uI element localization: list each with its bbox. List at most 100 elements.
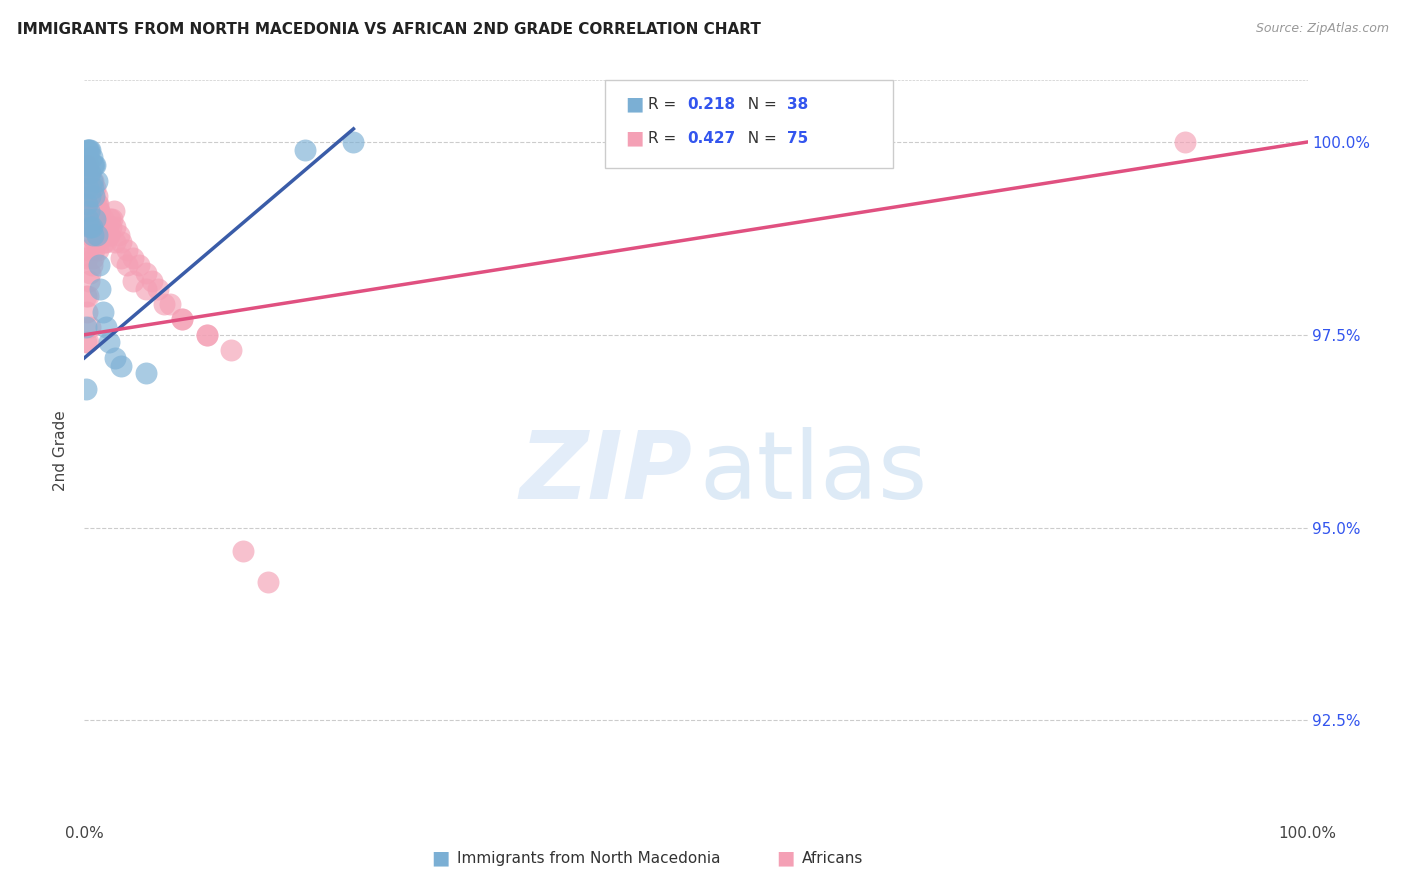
Point	[172, 312, 194, 326]
Point	[75, 382, 97, 396]
Point	[82, 204, 104, 219]
Point	[75, 335, 97, 350]
Point	[115, 259, 138, 273]
Point	[159, 297, 181, 311]
Point	[75, 289, 97, 303]
Point	[97, 227, 120, 242]
Point	[82, 158, 104, 172]
Point	[77, 274, 100, 288]
Point	[219, 343, 242, 358]
Point	[80, 212, 103, 227]
Point	[91, 304, 114, 318]
Point	[104, 235, 127, 250]
Point	[89, 281, 111, 295]
Point	[89, 212, 111, 227]
Point	[232, 543, 254, 558]
Point	[94, 227, 117, 242]
Point	[76, 158, 98, 172]
Point	[87, 259, 110, 273]
Point	[79, 266, 101, 280]
Point	[76, 251, 98, 265]
Point	[110, 251, 132, 265]
Point	[87, 204, 110, 219]
Text: Immigrants from North Macedonia: Immigrants from North Macedonia	[457, 851, 720, 865]
Text: N =: N =	[738, 131, 782, 145]
Point	[82, 173, 104, 187]
Text: Source: ZipAtlas.com: Source: ZipAtlas.com	[1256, 22, 1389, 36]
Point	[86, 196, 108, 211]
Point	[97, 335, 120, 350]
Point	[79, 189, 101, 203]
Point	[103, 204, 125, 219]
Text: ■: ■	[432, 848, 450, 868]
Point	[83, 189, 105, 203]
Point	[84, 196, 107, 211]
Point	[294, 143, 316, 157]
Point	[135, 367, 157, 381]
Point	[76, 196, 98, 211]
Point	[91, 227, 114, 242]
Point	[83, 243, 105, 257]
Point	[93, 235, 115, 250]
Point	[96, 320, 118, 334]
Point	[128, 259, 150, 273]
Point	[257, 574, 280, 589]
Text: 75: 75	[787, 131, 808, 145]
Point	[79, 143, 101, 157]
Point	[82, 227, 104, 242]
Point	[97, 219, 120, 234]
Point	[83, 196, 105, 211]
Point	[77, 335, 100, 350]
Point	[96, 235, 118, 250]
Point	[84, 158, 107, 172]
Point	[146, 281, 169, 295]
Text: N =: N =	[738, 97, 782, 112]
Point	[195, 327, 218, 342]
Point	[76, 143, 98, 157]
Point	[86, 235, 108, 250]
Point	[77, 143, 100, 157]
Point	[79, 320, 101, 334]
Text: Africans: Africans	[801, 851, 863, 865]
Point	[76, 304, 98, 318]
Point	[115, 243, 138, 257]
Text: R =: R =	[648, 97, 682, 112]
Point	[87, 204, 110, 219]
Point	[79, 219, 101, 234]
Point	[84, 235, 107, 250]
Point	[80, 181, 103, 195]
Point	[104, 351, 127, 365]
Point	[104, 219, 127, 234]
Point	[79, 219, 101, 234]
Text: ■: ■	[776, 848, 794, 868]
Point	[122, 251, 145, 265]
Point	[110, 235, 132, 250]
Point	[87, 196, 110, 211]
Point	[83, 158, 105, 172]
Point	[77, 289, 100, 303]
Point	[80, 150, 103, 164]
Point	[80, 219, 103, 234]
Point	[97, 227, 120, 242]
Text: ZIP: ZIP	[519, 426, 692, 518]
Point	[135, 281, 157, 295]
Point	[77, 227, 100, 242]
Point	[82, 251, 104, 265]
Point	[77, 143, 100, 157]
Point	[75, 320, 97, 334]
Point	[98, 212, 121, 227]
Text: R =: R =	[648, 131, 682, 145]
Text: ■: ■	[626, 128, 644, 148]
Point	[77, 158, 100, 172]
Point	[77, 173, 100, 187]
Point	[77, 243, 100, 257]
Point	[90, 219, 112, 234]
Point	[122, 274, 145, 288]
Y-axis label: 2nd Grade: 2nd Grade	[53, 410, 69, 491]
Point	[135, 266, 157, 280]
Point	[84, 212, 107, 227]
Point	[91, 212, 114, 227]
Point	[195, 327, 218, 342]
Point	[76, 166, 98, 180]
Point	[1174, 135, 1197, 149]
